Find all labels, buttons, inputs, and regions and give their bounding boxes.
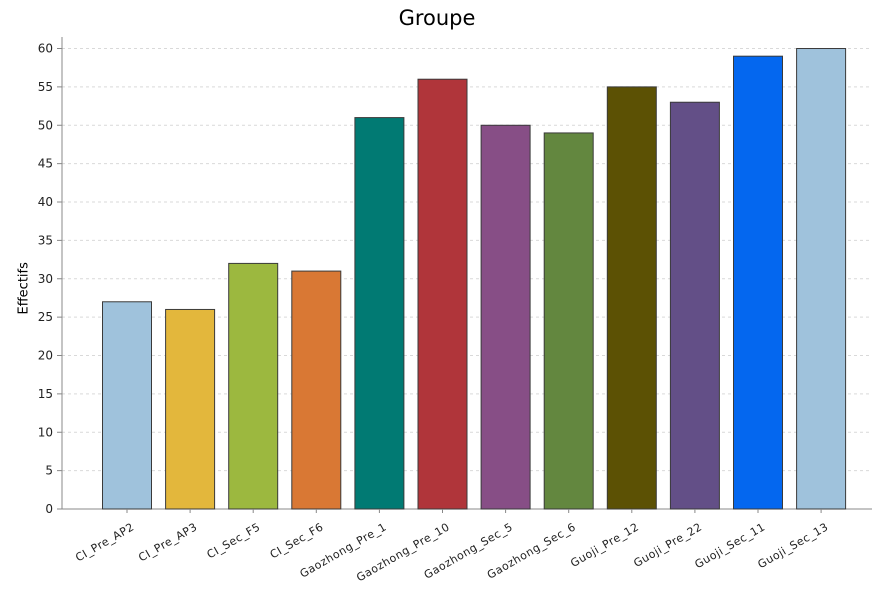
- y-tick-label: 50: [38, 118, 53, 132]
- bar: [417, 78, 468, 510]
- y-tick-label: 40: [38, 195, 53, 209]
- x-tick-label: Guoji_Pre_12: [568, 520, 641, 570]
- x-tick-label: CI_Pre_AP2: [73, 520, 136, 564]
- x-tick-label: Guoji_Sec_13: [756, 520, 831, 571]
- y-tick-label: 45: [38, 157, 53, 171]
- bar: [733, 55, 783, 510]
- x-tick-label: CI_Sec_F6: [268, 520, 326, 561]
- bar: [543, 132, 594, 510]
- bar: [291, 270, 342, 510]
- bar: [102, 301, 152, 510]
- bar: [165, 308, 216, 510]
- y-tick-label: 60: [38, 42, 53, 56]
- y-tick-label: 5: [45, 464, 53, 478]
- y-tick-label: 25: [38, 310, 53, 324]
- y-tick-label: 15: [38, 387, 53, 401]
- y-tick-label: 10: [38, 425, 53, 439]
- bar: [606, 86, 657, 510]
- chart-title: Groupe: [398, 6, 476, 30]
- bar: [228, 262, 279, 510]
- bar: [669, 101, 720, 510]
- x-tick-label: CI_Sec_F5: [205, 520, 263, 561]
- y-tick-label: 0: [45, 502, 53, 516]
- y-tick-label: 55: [38, 80, 53, 94]
- x-tick-label: Guoji_Sec_11: [692, 520, 767, 571]
- bar: [796, 48, 847, 510]
- y-tick-label: 30: [38, 272, 53, 286]
- y-tick-label: 35: [38, 233, 53, 247]
- y-tick-label: 20: [38, 349, 53, 363]
- x-tick-label: CI_Pre_AP3: [136, 520, 199, 564]
- bar: [354, 117, 405, 510]
- bar: [480, 124, 531, 510]
